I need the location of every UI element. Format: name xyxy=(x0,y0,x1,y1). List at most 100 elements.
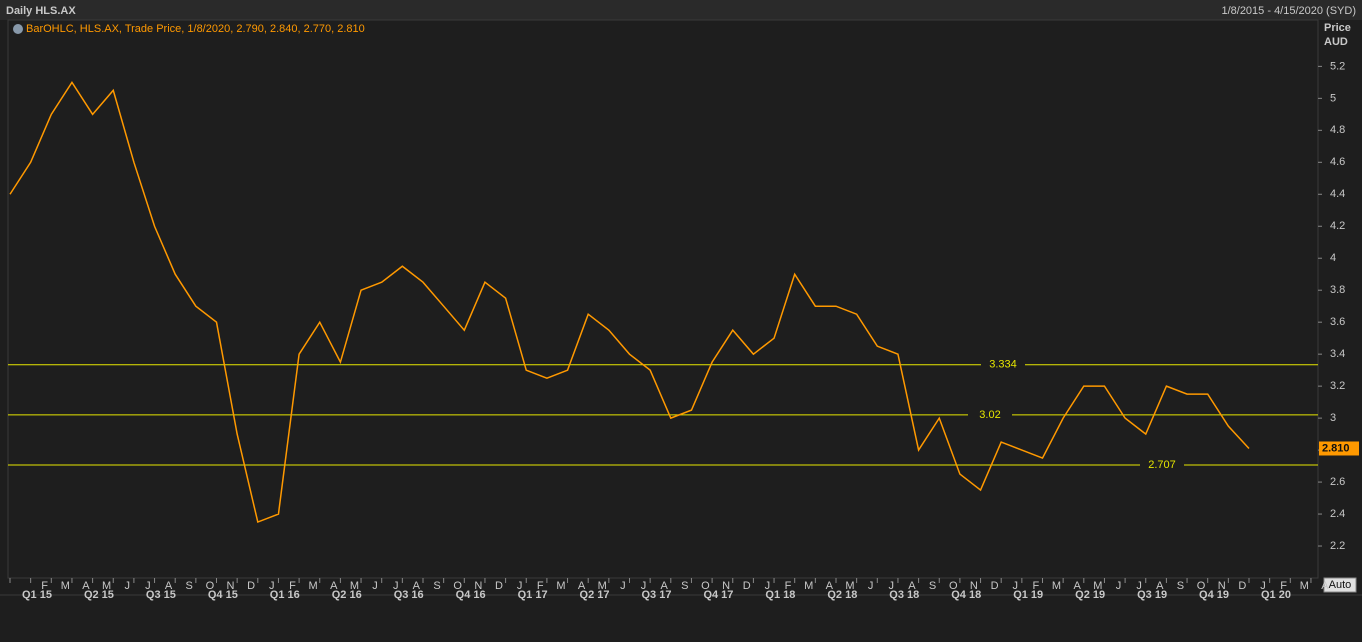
x-tick-label: N xyxy=(227,580,235,592)
x-tick-label: A xyxy=(1156,580,1164,592)
x-tick-label: M xyxy=(1093,580,1102,592)
y-tick-label: 3.2 xyxy=(1330,380,1345,392)
x-tick-label: A xyxy=(165,580,173,592)
x-tick-label: O xyxy=(206,580,215,592)
x-tick-label: M xyxy=(61,580,70,592)
auto-button-label[interactable]: Auto xyxy=(1329,579,1352,591)
y-tick-label: 5 xyxy=(1330,92,1336,104)
x-tick-label: S xyxy=(929,580,936,592)
x-tick-label: S xyxy=(1177,580,1184,592)
last-price-box xyxy=(1319,441,1359,456)
x-tick-label: F xyxy=(289,580,296,592)
x-tick-label: F xyxy=(537,580,544,592)
legend-icon[interactable] xyxy=(13,24,23,34)
quarter-label: Q3 15 xyxy=(146,589,176,601)
y-tick-label: 2.2 xyxy=(1330,540,1345,552)
quarter-label: Q1 16 xyxy=(270,589,300,601)
quarter-label: Q1 18 xyxy=(765,589,795,601)
x-tick-label: O xyxy=(1197,580,1206,592)
auto-button[interactable] xyxy=(1323,577,1357,593)
hline-label: 2.707 xyxy=(1148,459,1176,471)
quarter-label: Q3 16 xyxy=(394,589,424,601)
x-tick-label: J xyxy=(372,580,378,592)
x-tick-label: J xyxy=(393,580,399,592)
x-tick-label: J xyxy=(145,580,151,592)
quarter-label: Q2 16 xyxy=(332,589,362,601)
x-tick-label: J xyxy=(1260,580,1266,592)
x-tick-label: D xyxy=(743,580,751,592)
x-tick-label: D xyxy=(495,580,503,592)
x-tick-label: S xyxy=(433,580,440,592)
x-tick-label: N xyxy=(970,580,978,592)
x-tick-label: J xyxy=(125,580,131,592)
x-tick-label: M xyxy=(1052,580,1061,592)
x-tick-label: N xyxy=(722,580,730,592)
x-tick-label: J xyxy=(517,580,523,592)
quarter-label: Q3 17 xyxy=(642,589,672,601)
x-tick-label: D xyxy=(991,580,999,592)
last-price-label: 2.810 xyxy=(1322,442,1350,454)
x-tick-label: M xyxy=(309,580,318,592)
x-tick-label: A xyxy=(908,580,916,592)
quarter-label: Q3 18 xyxy=(889,589,919,601)
x-tick-label: S xyxy=(681,580,688,592)
quarter-label: Q1 17 xyxy=(518,589,548,601)
x-tick-label: M xyxy=(556,580,565,592)
quarter-label: Q4 17 xyxy=(703,589,733,601)
quarter-label: Q2 19 xyxy=(1075,589,1105,601)
x-tick-label: M xyxy=(1300,580,1309,592)
x-tick-label: J xyxy=(620,580,626,592)
y-tick-label: 4.4 xyxy=(1330,188,1345,200)
date-range: 1/8/2015 - 4/15/2020 (SYD) xyxy=(1221,5,1356,17)
price-line xyxy=(9,80,1250,524)
y-tick-label: 4.2 xyxy=(1330,220,1345,232)
quarter-label: Q4 19 xyxy=(1199,589,1229,601)
x-tick-label: A xyxy=(413,580,421,592)
x-tick-label: J xyxy=(889,580,895,592)
x-tick-label: O xyxy=(949,580,958,592)
y-tick-label: 4.6 xyxy=(1330,156,1345,168)
x-tick-label: D xyxy=(1238,580,1246,592)
x-tick-label: O xyxy=(453,580,462,592)
x-tick-label: O xyxy=(701,580,710,592)
x-tick-label: M xyxy=(102,580,111,592)
quarter-label: Q2 17 xyxy=(580,589,610,601)
x-tick-label: J xyxy=(765,580,771,592)
legend-text: BarOHLC, HLS.AX, Trade Price, 1/8/2020, … xyxy=(26,23,365,35)
x-tick-label: F xyxy=(1032,580,1039,592)
quarter-label: Q4 15 xyxy=(208,589,238,601)
x-tick-label: J xyxy=(641,580,647,592)
x-tick-label: A xyxy=(826,580,834,592)
x-tick-label: J xyxy=(1136,580,1142,592)
x-tick-label: A xyxy=(330,580,338,592)
header-bar xyxy=(0,0,1362,20)
hline-label-bg xyxy=(1140,458,1184,471)
quarter-label: Q2 18 xyxy=(827,589,857,601)
x-tick-label: A xyxy=(82,580,90,592)
x-tick-label: M xyxy=(598,580,607,592)
quarter-label: Q4 18 xyxy=(951,589,981,601)
plot-frame xyxy=(7,19,1319,579)
x-tick-label: M xyxy=(804,580,813,592)
y-axis-unit: AUD xyxy=(1324,36,1348,48)
chart-title: Daily HLS.AX xyxy=(6,5,76,17)
x-tick-label: M xyxy=(845,580,854,592)
quarter-label: Q1 20 xyxy=(1261,589,1291,601)
x-tick-label: A xyxy=(1321,580,1329,592)
y-tick-label: 2.4 xyxy=(1330,508,1345,520)
x-tick-label: A xyxy=(660,580,668,592)
y-tick-label: 4.8 xyxy=(1330,124,1345,136)
quarter-label: Q2 15 xyxy=(84,589,114,601)
x-tick-label: J xyxy=(868,580,874,592)
x-tick-label: J xyxy=(1012,580,1018,592)
x-tick-label: N xyxy=(474,580,482,592)
hline-label-bg xyxy=(981,358,1025,371)
x-tick-label: N xyxy=(1218,580,1226,592)
x-tick-label: J xyxy=(269,580,275,592)
x-tick-label: D xyxy=(247,580,255,592)
hline-label: 3.334 xyxy=(989,359,1017,371)
x-tick-label: F xyxy=(41,580,48,592)
y-tick-label: 4 xyxy=(1330,252,1336,264)
